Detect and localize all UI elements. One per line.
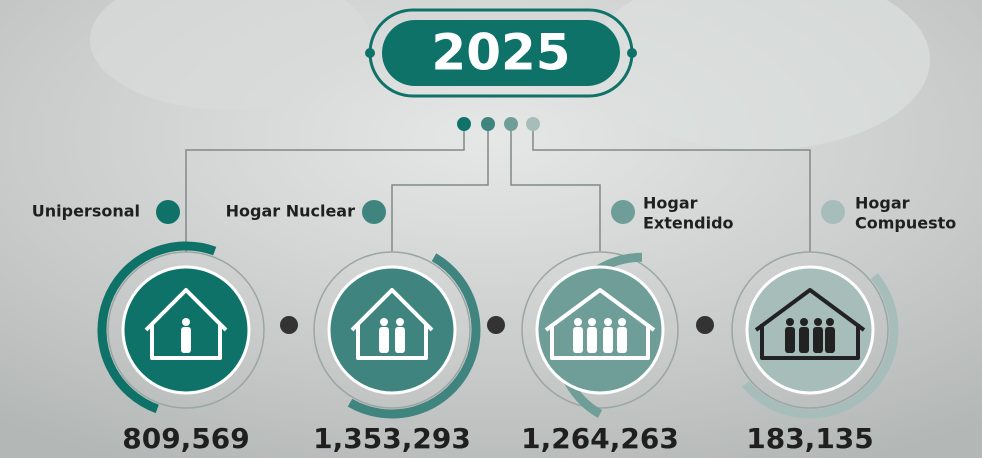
item-label: Compuesto — [855, 214, 956, 233]
year-badge: 2025 — [365, 10, 637, 96]
connector-dot — [504, 117, 518, 131]
person-head — [604, 318, 612, 326]
person-body — [825, 327, 835, 353]
label-bullet — [821, 200, 845, 224]
icon-circle — [329, 267, 455, 393]
item-value: 809,569 — [122, 422, 250, 455]
person-head — [396, 318, 404, 326]
item-value: 183,135 — [746, 422, 874, 455]
person-body — [395, 327, 405, 353]
separator-dot — [487, 316, 505, 334]
label-bullet — [611, 200, 635, 224]
person-head — [786, 318, 794, 326]
label-bullet — [362, 200, 386, 224]
person-head — [588, 318, 596, 326]
person-body — [181, 327, 191, 353]
person-head — [380, 318, 388, 326]
person-head — [574, 318, 582, 326]
person-head — [814, 318, 822, 326]
separator-dot — [280, 316, 298, 334]
item-label: Hogar — [643, 194, 698, 213]
connector-dot — [457, 117, 471, 131]
person-body — [785, 327, 795, 353]
separator-dot — [696, 316, 714, 334]
year: 2025 — [431, 24, 570, 82]
person-body — [617, 327, 627, 353]
person-head — [826, 318, 834, 326]
item-label: Extendido — [643, 214, 734, 233]
connector-dot — [481, 117, 495, 131]
item-label: Unipersonal — [32, 202, 140, 221]
icon-circle — [537, 267, 663, 393]
person-body — [813, 327, 823, 353]
item-label: Hogar Nuclear — [226, 202, 355, 221]
person-body — [573, 327, 583, 353]
icon-circle — [747, 267, 873, 393]
person-body — [587, 327, 597, 353]
item-label: Hogar — [855, 194, 910, 213]
person-head — [182, 318, 190, 326]
person-body — [799, 327, 809, 353]
person-head — [618, 318, 626, 326]
connector-dot — [526, 117, 540, 131]
infographic: 2025 Unipersonal 809,569 Hogar Nuclear 1,35… — [0, 0, 982, 458]
person-body — [603, 327, 613, 353]
item-value: 1,264,263 — [521, 422, 679, 455]
label-bullet — [156, 200, 180, 224]
person-head — [800, 318, 808, 326]
person-body — [379, 327, 389, 353]
item-value: 1,353,293 — [313, 422, 471, 455]
page: 2025 Unipersonal 809,569 Hogar Nuclear 1,35… — [0, 0, 982, 458]
